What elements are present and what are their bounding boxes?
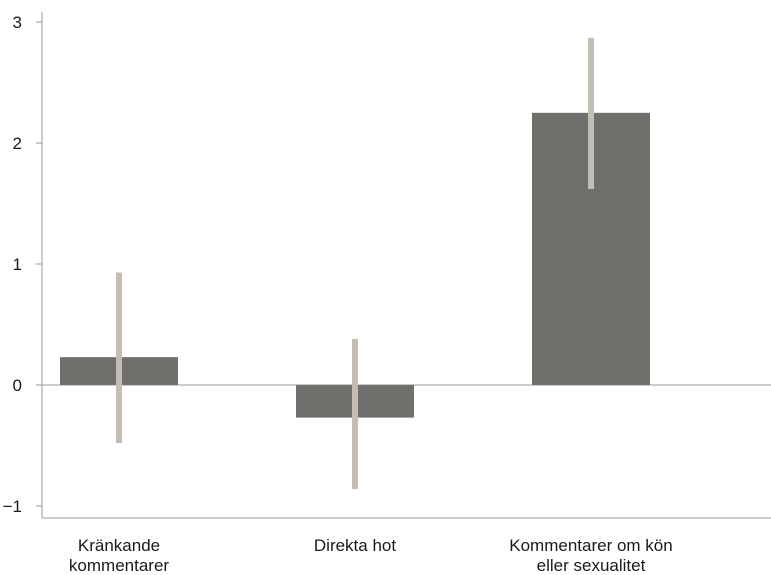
y-tick-label: 1	[13, 255, 22, 274]
y-tick-labels: −1 0 1 2 3	[3, 13, 22, 516]
axes	[36, 12, 771, 519]
error-bars	[116, 37, 594, 489]
category-label: Kränkande	[78, 536, 160, 555]
category-label: Kommentarer om kön	[509, 536, 672, 555]
y-tick-label: −1	[3, 497, 22, 516]
y-tick-label: 0	[13, 376, 22, 395]
y-tick-label: 3	[13, 13, 22, 32]
category-label: kommentarer	[69, 556, 169, 575]
category-label: eller sexualitet	[537, 556, 646, 575]
y-tick-label: 2	[13, 134, 22, 153]
category-label: Direkta hot	[314, 536, 396, 555]
